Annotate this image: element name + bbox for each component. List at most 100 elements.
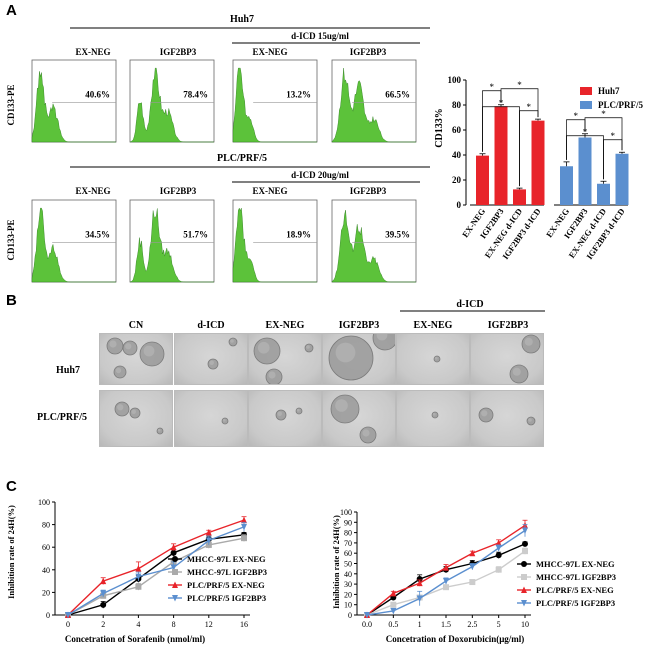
legend-marker-3 <box>521 586 527 593</box>
legend-label-plc: PLC/PRF/5 <box>598 100 643 110</box>
spheroid-highlight-1 <box>209 360 214 365</box>
data-point-4-7 <box>522 527 528 535</box>
bar-y-tick-label: 100 <box>448 75 462 85</box>
x-tick-label: 8 <box>172 620 176 629</box>
spheroid-highlight-1 <box>434 356 438 360</box>
x-tick-label: 2.5 <box>467 620 477 629</box>
x-tick-label: 1.5 <box>441 620 451 629</box>
spheroid-highlight-4 <box>115 367 122 374</box>
data-point-4-1 <box>65 612 71 619</box>
plc-col-label-1: EX-NEG <box>75 186 110 196</box>
sig-bracket-2-d-star: * <box>611 131 616 141</box>
legend-marker-4 <box>172 595 178 602</box>
bar-y-axis-label: CD133% <box>434 108 445 147</box>
sphere-photo-2-3 <box>248 390 322 447</box>
spheroid-highlight-2 <box>125 343 132 350</box>
x-tick-label: 4 <box>136 620 140 629</box>
data-point-1-4 <box>170 549 177 556</box>
sphere-photo-drawing <box>328 334 395 381</box>
data-point-3-5 <box>205 529 212 536</box>
huh7-col-label-1: EX-NEG <box>75 47 110 57</box>
sphere-photo-1-4 <box>322 333 396 385</box>
huh7-percent-4: 66.5% <box>385 90 410 100</box>
data-point-1-7 <box>522 540 528 547</box>
bar-1-4 <box>531 120 545 205</box>
bar-y-tick-label: 20 <box>452 175 462 185</box>
legend-swatch-huh7 <box>580 87 592 95</box>
sphere-photo-2-5 <box>396 390 470 447</box>
plc-treatment-label: d-ICD 20ug/ml <box>291 170 349 180</box>
data-point-3-4 <box>443 564 449 571</box>
bar-y-tick-label: 60 <box>452 125 462 135</box>
data-point-2-2 <box>390 601 397 608</box>
x-tick-label: 16 <box>240 620 248 629</box>
sphere-photo-drawing <box>433 355 441 363</box>
legend-label-1: MHCC-97L EX-NEG <box>187 554 266 564</box>
legend-marker-3 <box>172 581 178 588</box>
y-tick-label: 100 <box>38 498 50 507</box>
sphere-photo-drawing <box>114 401 164 435</box>
sphere-row-label-plc: PLC/PRF/5 <box>37 412 87 423</box>
data-point-4-4 <box>170 564 177 572</box>
huh7-col-label-2: IGF2BP3 <box>160 47 197 57</box>
data-point-2-3 <box>135 583 142 590</box>
x-tick-label: 0.0 <box>362 620 372 629</box>
plc-percent-2: 51.7% <box>183 230 208 240</box>
spheroid-highlight-1 <box>432 412 436 416</box>
sphere-photo-drawing <box>509 334 541 384</box>
sphere-photo-drawing <box>330 394 377 444</box>
x-tick-label: 10 <box>521 620 529 629</box>
data-point-3-2 <box>100 577 107 585</box>
bar-y-tick-label: 40 <box>452 150 462 160</box>
sphere-photo-2-4 <box>322 390 396 447</box>
spheroid-highlight-1 <box>335 342 356 363</box>
y-tick-label: 20 <box>42 588 50 597</box>
sphere-col-label-1: CN <box>129 320 144 331</box>
bar-y-tick-label: 0 <box>457 200 462 210</box>
y-tick-label: 80 <box>344 529 352 538</box>
legend-label-3: PLC/PRF/5 EX-NEG <box>536 585 614 595</box>
legend-marker-2 <box>521 574 527 580</box>
plc-title: PLC/PRF/5 <box>217 153 267 164</box>
legend-label-2: MHCC-97L IGF2BP3 <box>536 572 616 582</box>
series-line-3 <box>67 519 245 616</box>
data-point-4-3 <box>416 595 423 603</box>
spheroid-highlight-1 <box>277 411 282 416</box>
y-tick-label: 30 <box>344 580 352 589</box>
legend-label-4: PLC/PRF/5 IGF2BP3 <box>187 593 266 603</box>
legend-label-huh7: Huh7 <box>598 86 620 96</box>
doxorubicin-x-axis-label: Concetration of Doxorubicin(μg/ml) <box>386 634 525 644</box>
spheroid-highlight-3 <box>143 345 155 357</box>
spheroid-highlight-1 <box>109 340 117 348</box>
series-line-4 <box>67 526 245 616</box>
sphere-photo-drawing <box>431 411 439 419</box>
x-tick-label: 5 <box>497 620 501 629</box>
sig-bracket-1-c <box>500 88 539 118</box>
x-tick-label: 12 <box>205 620 213 629</box>
spheroid-highlight-2 <box>376 334 388 341</box>
sphere-photo-2-1 <box>99 390 173 447</box>
y-tick-label: 70 <box>344 539 352 548</box>
flow-cytometry-panel: Huh7 d-ICD 15ug/ml EX-NEG IGF2BP3 EX-NEG… <box>6 14 430 283</box>
huh7-histogram-2 <box>129 67 214 143</box>
data-point-4-6 <box>495 545 502 552</box>
huh7-title: Huh7 <box>230 14 254 25</box>
y-tick-label: 50 <box>344 560 352 569</box>
data-point-2-6 <box>241 535 247 542</box>
sphere-photo-1-6 <box>470 333 544 385</box>
data-point-4-5 <box>205 537 212 544</box>
bar-y-tick-label: 80 <box>452 100 462 110</box>
sig-bracket-1-a-star: * <box>490 82 495 92</box>
spheroid-highlight-3 <box>157 428 161 432</box>
y-tick-label: 0 <box>46 611 50 620</box>
huh7-histogram-4 <box>331 68 416 143</box>
y-tick-label: 40 <box>42 566 50 575</box>
sphere-photo-drawing <box>275 407 303 421</box>
legend-label-4: PLC/PRF/5 IGF2BP3 <box>536 598 615 608</box>
sphere-photo-drawing <box>207 337 238 370</box>
y-tick-label: 10 <box>344 601 352 610</box>
legend-marker-4 <box>521 600 527 607</box>
plc-histogram-2 <box>129 208 214 283</box>
data-point-1-6 <box>495 552 502 559</box>
sphere-photo-1-3 <box>248 333 322 385</box>
